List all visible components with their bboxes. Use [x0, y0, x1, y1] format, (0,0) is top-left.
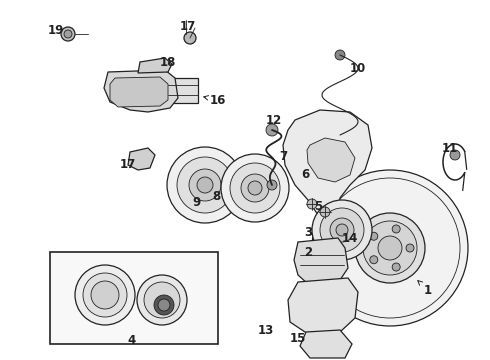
Circle shape — [406, 244, 414, 252]
Text: 19: 19 — [48, 23, 64, 36]
Circle shape — [75, 265, 135, 325]
Circle shape — [363, 221, 417, 275]
Circle shape — [307, 199, 317, 209]
Text: 17: 17 — [180, 19, 196, 32]
Polygon shape — [294, 238, 348, 284]
Text: 8: 8 — [212, 189, 220, 202]
Text: 5: 5 — [314, 199, 322, 212]
Circle shape — [336, 224, 348, 236]
Circle shape — [137, 275, 187, 325]
Circle shape — [312, 170, 468, 326]
Polygon shape — [138, 58, 172, 73]
Circle shape — [330, 218, 354, 242]
Circle shape — [355, 213, 425, 283]
Text: 6: 6 — [301, 167, 309, 180]
Text: 2: 2 — [304, 246, 312, 258]
Circle shape — [230, 163, 280, 213]
Text: 10: 10 — [350, 62, 366, 75]
Circle shape — [61, 27, 75, 41]
Text: 11: 11 — [442, 141, 458, 154]
Text: 17: 17 — [120, 158, 136, 171]
Text: 12: 12 — [266, 113, 282, 126]
Circle shape — [450, 150, 460, 160]
Circle shape — [64, 30, 72, 38]
Circle shape — [154, 295, 174, 315]
Text: 16: 16 — [210, 94, 226, 107]
Polygon shape — [300, 330, 352, 358]
Circle shape — [266, 124, 278, 136]
Polygon shape — [283, 110, 372, 220]
Circle shape — [335, 50, 345, 60]
Circle shape — [320, 207, 330, 217]
Circle shape — [320, 208, 364, 252]
Circle shape — [221, 154, 289, 222]
Circle shape — [184, 32, 196, 44]
Circle shape — [189, 169, 221, 201]
Circle shape — [197, 177, 213, 193]
Text: 9: 9 — [192, 195, 200, 208]
Polygon shape — [128, 148, 155, 170]
Text: 7: 7 — [279, 149, 287, 162]
Circle shape — [167, 147, 243, 223]
Circle shape — [248, 181, 262, 195]
Circle shape — [91, 281, 119, 309]
Text: 14: 14 — [342, 231, 358, 244]
Bar — [50, 252, 218, 344]
Circle shape — [144, 282, 180, 318]
Bar — [168, 78, 198, 103]
Text: 15: 15 — [290, 332, 306, 345]
Polygon shape — [307, 138, 355, 182]
Circle shape — [370, 232, 378, 240]
Circle shape — [312, 200, 372, 260]
Text: 13: 13 — [258, 324, 274, 337]
Polygon shape — [110, 77, 168, 107]
Polygon shape — [104, 70, 178, 112]
Text: 18: 18 — [160, 55, 176, 68]
Circle shape — [241, 174, 269, 202]
Circle shape — [83, 273, 127, 317]
Circle shape — [392, 263, 400, 271]
Circle shape — [177, 157, 233, 213]
Circle shape — [378, 236, 402, 260]
Circle shape — [370, 256, 378, 264]
Text: 4: 4 — [128, 333, 136, 346]
Polygon shape — [288, 278, 358, 334]
Text: 1: 1 — [424, 284, 432, 297]
Circle shape — [392, 225, 400, 233]
Circle shape — [158, 299, 170, 311]
Circle shape — [267, 180, 277, 190]
Text: 3: 3 — [304, 225, 312, 239]
